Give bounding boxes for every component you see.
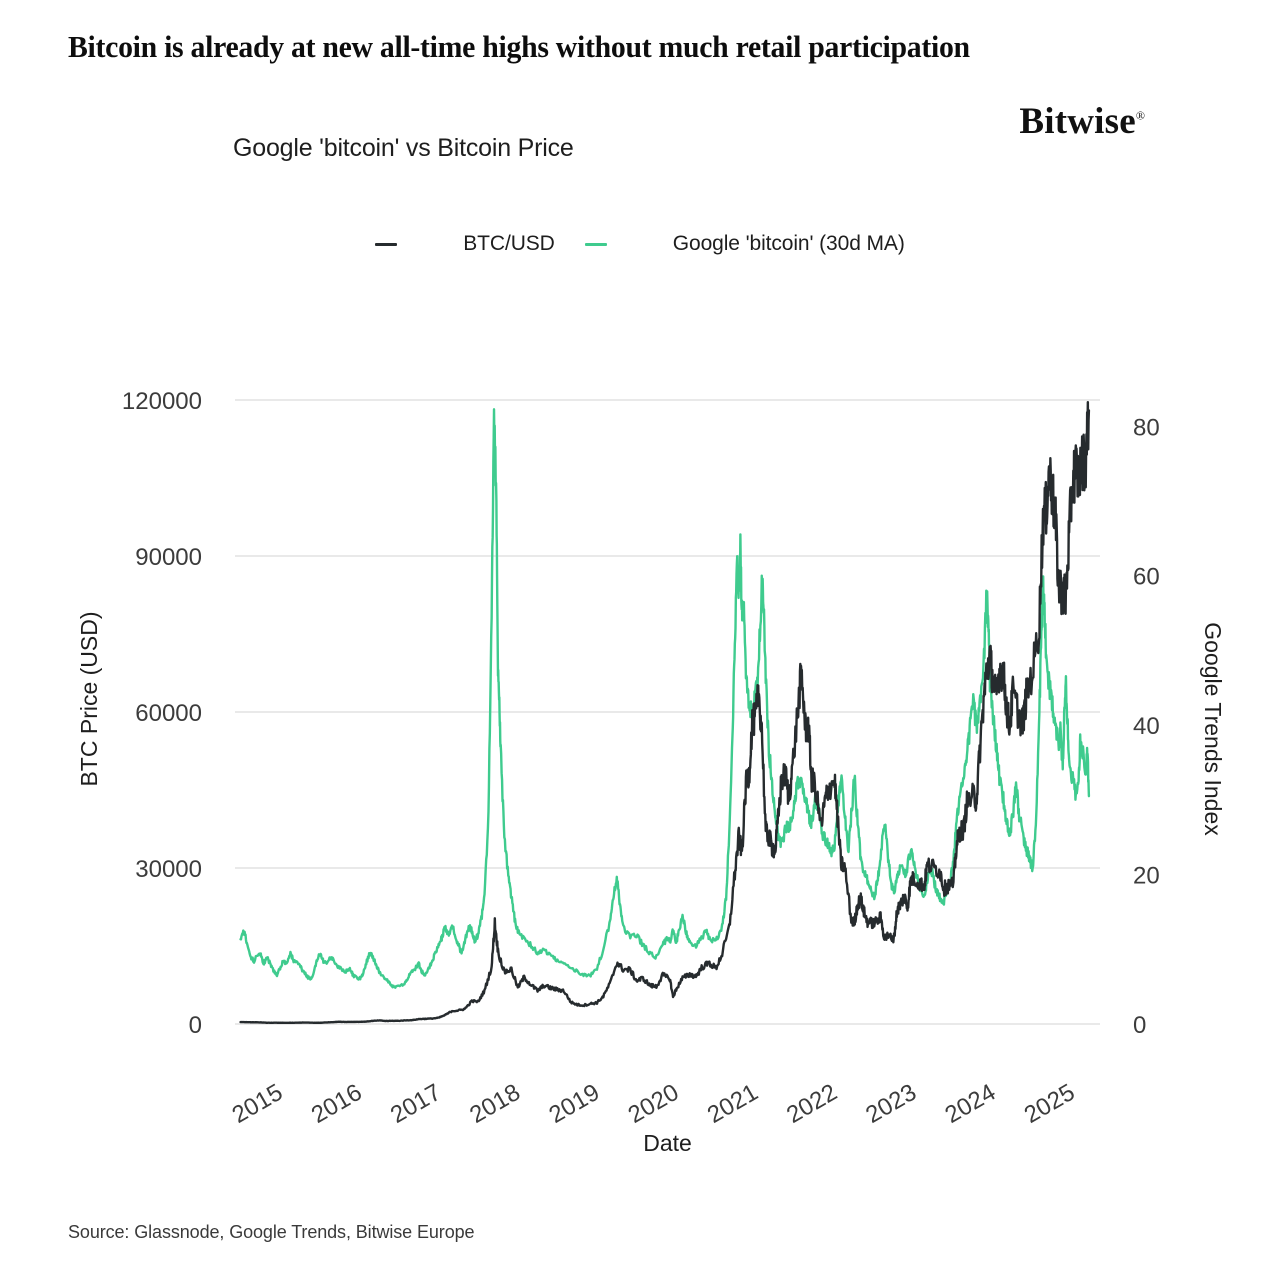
y-axis-title: BTC Price (USD) (76, 611, 102, 786)
x-axis-tick-label: 2015 (228, 1079, 288, 1129)
y-axis-tick-label: 30000 (135, 856, 202, 883)
series-line-google-trends (239, 408, 1091, 989)
x-axis-tick-label: 2019 (544, 1079, 604, 1129)
y2-axis-title: Google Trends Index (1200, 622, 1226, 836)
x-axis-tick-label: 2024 (941, 1079, 1001, 1129)
y-axis-tick-label: 120000 (122, 388, 202, 415)
line-dash-icon (375, 242, 398, 246)
x-axis-tick-label: 2022 (782, 1079, 842, 1129)
series-line-btc-usd (239, 401, 1091, 1025)
x-axis-tick-label: 2023 (861, 1079, 921, 1129)
x-axis-title: Date (643, 1130, 692, 1156)
legend-item-btc[interactable]: BTC/USD (375, 232, 555, 256)
chart-legend: BTC/USD Google 'bitcoin' (30d MA) (0, 232, 1280, 256)
y2-axis-tick-label: 80 (1133, 414, 1160, 441)
legend-item-google[interactable]: Google 'bitcoin' (30d MA) (584, 232, 905, 256)
y2-axis-tick-label: 60 (1133, 564, 1160, 591)
bitwise-logo: Bitwise® (1019, 100, 1145, 143)
y-axis-tick-label: 60000 (135, 700, 202, 727)
legend-label-btc: BTC/USD (463, 232, 555, 255)
brand-name: Bitwise (1019, 101, 1136, 142)
x-axis-tick-label: 2020 (624, 1079, 684, 1129)
x-axis-tick-label: 2016 (307, 1079, 367, 1129)
y-axis-tick-label: 90000 (135, 544, 202, 571)
legend-label-google: Google 'bitcoin' (30d MA) (672, 232, 905, 255)
x-axis-tick-label: 2018 (465, 1079, 525, 1129)
registered-mark-icon: ® (1135, 108, 1145, 123)
source-note: Source: Glassnode, Google Trends, Bitwis… (68, 1222, 475, 1242)
y-axis-tick-label: 0 (189, 1012, 202, 1039)
y2-axis-tick-label: 0 (1133, 1012, 1146, 1039)
y2-axis-tick-label: 40 (1133, 713, 1160, 740)
x-axis-tick-label: 2017 (386, 1079, 446, 1129)
page-title: Bitcoin is already at new all-time highs… (68, 29, 970, 64)
y2-axis-tick-label: 20 (1133, 863, 1160, 890)
x-axis-tick-label: 2021 (703, 1079, 763, 1129)
chart-subtitle: Google 'bitcoin' vs Bitcoin Price (233, 134, 574, 162)
line-dash-icon (584, 242, 607, 246)
x-axis-tick-label: 2025 (1020, 1079, 1080, 1129)
